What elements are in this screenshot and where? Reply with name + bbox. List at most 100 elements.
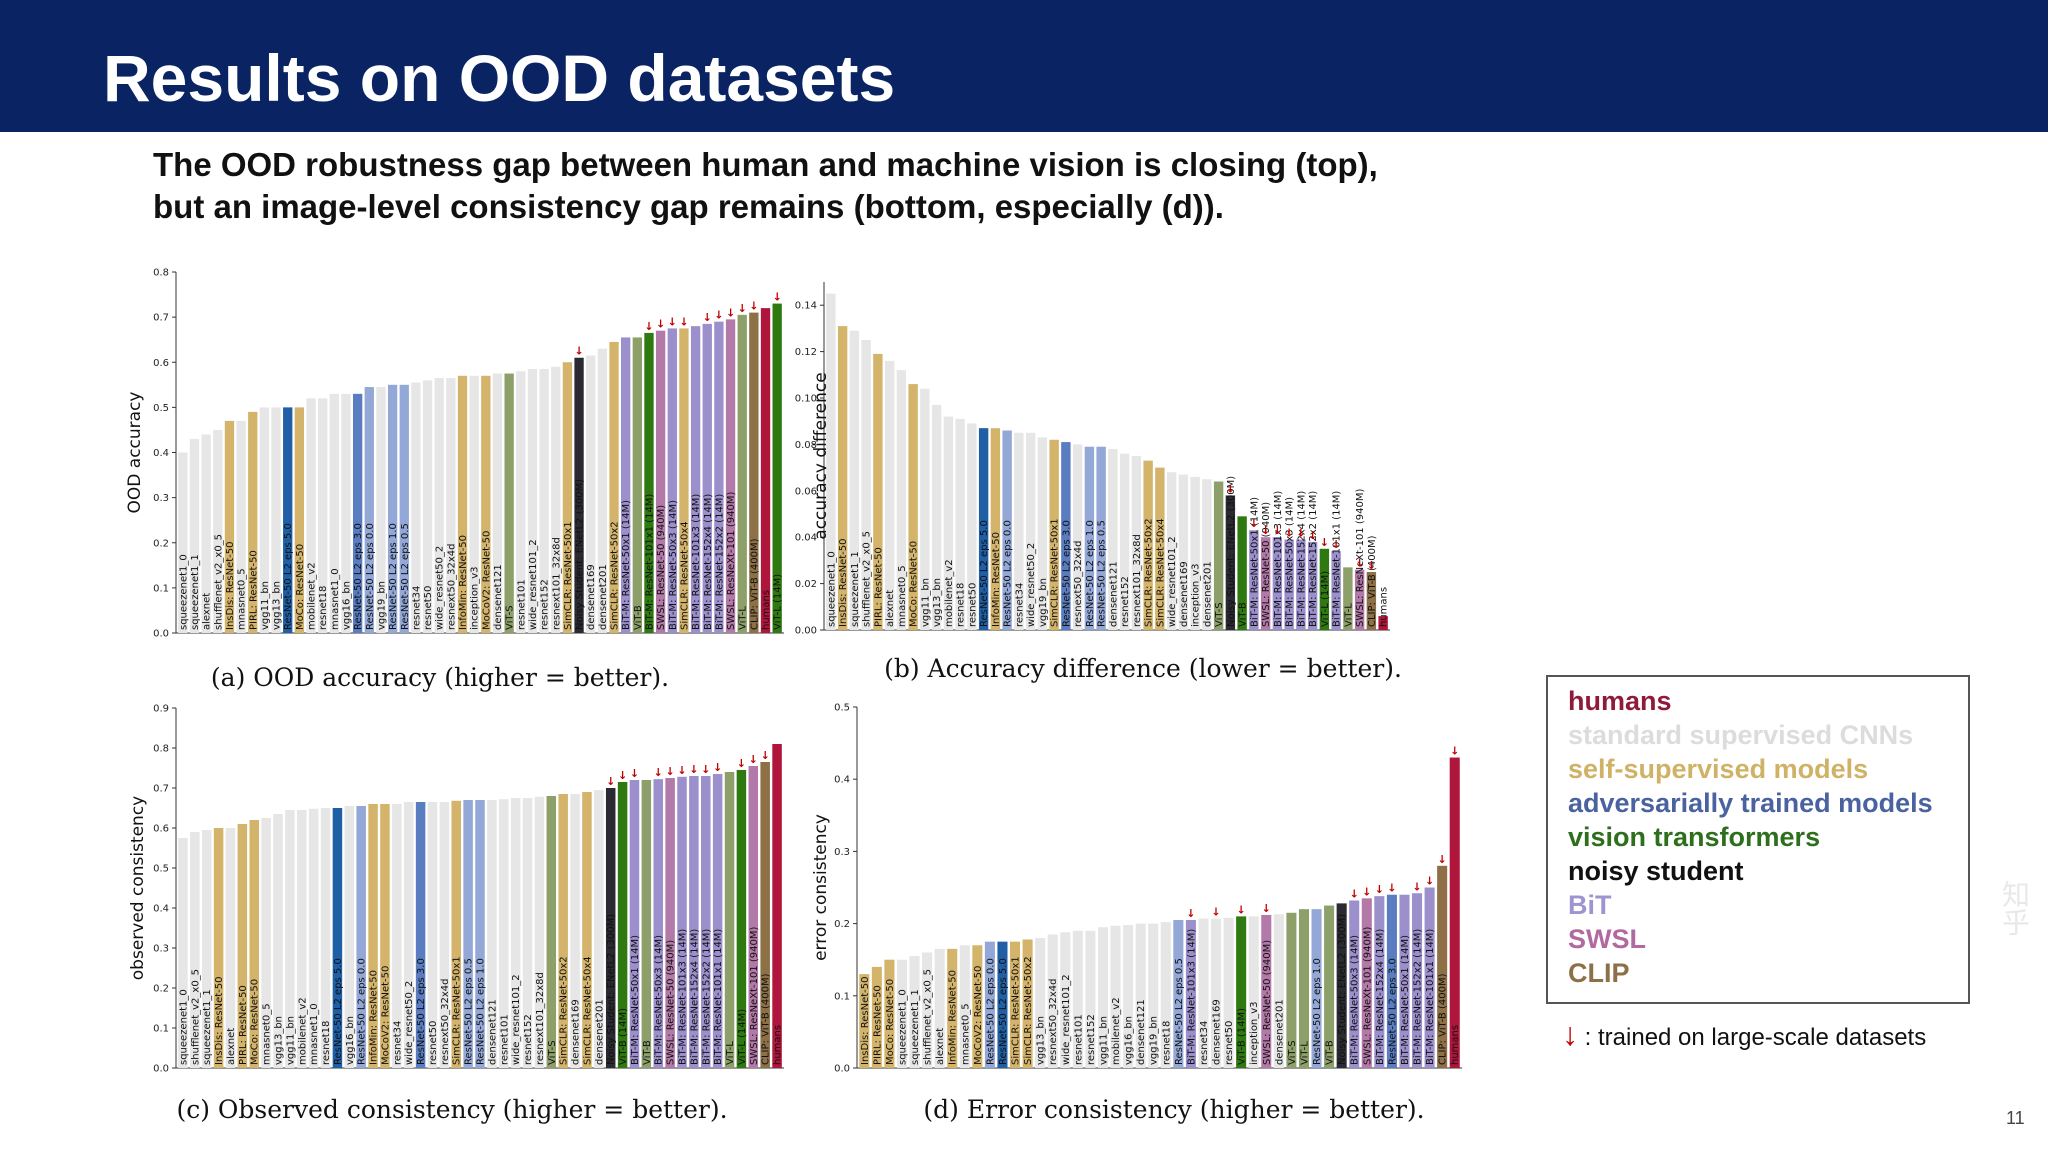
category-label: ViT-L (14M)	[773, 574, 784, 630]
bar	[481, 375, 491, 633]
bar	[605, 788, 616, 1068]
bar	[522, 798, 533, 1068]
bar	[955, 418, 965, 630]
large-scale-arrow-marker: ↓	[738, 302, 747, 315]
bar	[364, 387, 374, 633]
large-scale-arrow-marker: ↓	[606, 775, 615, 788]
category-label: BiT-M: ResNet-50x1 (14M)	[1400, 935, 1411, 1065]
bar	[1378, 616, 1388, 630]
bar	[1248, 916, 1259, 1068]
bar	[760, 308, 771, 633]
category-label: SWSL: ResNeXt-101 (940M)	[749, 927, 760, 1065]
large-scale-arrow-marker: ↓	[654, 766, 663, 779]
bar	[861, 340, 871, 630]
large-scale-arrow-marker: ↓	[773, 291, 782, 304]
category-label: BiT-M: ResNet-152x4 (14M)	[689, 929, 700, 1065]
category-label: CLIP: ViT-B (400M)	[749, 538, 760, 630]
bar	[714, 321, 724, 633]
category-label: wide_resnet101_2	[1167, 536, 1178, 627]
large-scale-arrow-marker: ↓	[618, 769, 627, 782]
large-scale-arrow-marker: ↓	[1367, 559, 1376, 572]
category-label: wide_resnet101_2	[511, 974, 522, 1065]
category-label: densenet169	[571, 999, 582, 1065]
category-label: SimCLR: ResNet-50x1	[1011, 956, 1022, 1065]
category-label: ResNet-50 L2 eps 5.0	[283, 523, 294, 630]
bar	[690, 326, 701, 633]
large-scale-arrow-marker: ↓	[644, 320, 653, 333]
category-label: ViT-S	[505, 605, 516, 630]
bar	[947, 948, 958, 1068]
y-tick-label: 0.9	[153, 704, 169, 715]
category-label: CLIP: ViT-B (400M)	[1367, 535, 1378, 627]
bar	[224, 420, 235, 633]
y-axis-title: error consistency	[811, 814, 831, 961]
legend-item-vision-transformers: vision transformers	[1568, 822, 1821, 852]
category-label: SimCLR: ResNet-50x4	[582, 956, 593, 1065]
category-label: ResNet-50 L2 eps 3.0	[416, 958, 427, 1065]
watermark: 知乎	[1999, 880, 2030, 936]
bar	[451, 800, 461, 1068]
category-label: inception_v3	[470, 566, 481, 630]
y-tick-label: 0.3	[153, 493, 169, 504]
bar	[1119, 453, 1130, 630]
bar	[1399, 894, 1410, 1068]
category-label: resnet50	[1224, 1021, 1235, 1065]
y-tick-label: 0.3	[153, 944, 169, 955]
category-label: mnasnet0_5	[237, 568, 248, 630]
bar	[446, 378, 456, 633]
category-label: ViT-B	[633, 605, 644, 630]
bar	[617, 782, 628, 1068]
category-label: SimCLR: ResNet-50x2	[610, 521, 621, 630]
y-tick-label: 0.14	[795, 301, 817, 312]
large-scale-arrow-marker: ↓	[713, 761, 722, 774]
category-label: SWSL: ResNet-50 (940M)	[1262, 940, 1273, 1065]
category-label: MoCo: ResNet-50	[250, 979, 261, 1065]
bar	[594, 790, 604, 1068]
bar	[1060, 932, 1071, 1068]
category-label: ViT-L (14M)	[737, 1009, 748, 1065]
category-label: resnext101_32x8d	[551, 537, 562, 630]
bar	[1084, 446, 1095, 630]
bar	[597, 348, 608, 633]
bar	[896, 959, 907, 1068]
bar	[1223, 917, 1234, 1068]
bar	[644, 332, 654, 633]
category-label: densenet121	[1136, 999, 1147, 1065]
bar	[1131, 456, 1142, 630]
category-label: alexnet	[202, 593, 213, 630]
y-tick-label: 0.8	[153, 268, 169, 279]
bar	[1349, 900, 1360, 1068]
bar	[1110, 925, 1121, 1068]
category-label: resnext101_32x8d	[1132, 534, 1143, 627]
category-label: ResNet-50 L2 eps 0.0	[985, 958, 996, 1065]
y-tick-label: 0.5	[153, 864, 169, 875]
bar	[1173, 919, 1184, 1068]
bar	[1166, 472, 1177, 630]
bar	[1022, 939, 1033, 1068]
bar	[760, 762, 770, 1068]
bar	[1014, 432, 1024, 630]
bar	[341, 393, 351, 633]
bar	[641, 780, 652, 1068]
category-label: SimCLR: ResNet-50x1	[1050, 518, 1061, 627]
bar	[978, 428, 989, 630]
category-label: vgg19_bn	[376, 581, 387, 630]
legend-note-text: : trained on large-scale datasets	[1584, 1024, 1927, 1051]
bar	[439, 802, 450, 1068]
category-label: ViT-B	[642, 1040, 653, 1065]
bar	[1374, 896, 1385, 1068]
category-label: SimCLR: ResNet-50x4	[1155, 518, 1166, 627]
bar	[499, 799, 509, 1068]
category-label: densenet201	[1202, 561, 1213, 627]
large-scale-arrow-marker: ↓	[1375, 883, 1384, 896]
category-label: resnet101	[1073, 1014, 1084, 1065]
category-label: BiT-M: ResNet-152x2 (14M)	[1413, 929, 1424, 1065]
bar	[667, 328, 677, 633]
y-tick-label: 0.1	[153, 1024, 169, 1035]
category-label: mnasnet1_0	[309, 1003, 320, 1065]
bar	[294, 407, 305, 633]
category-label: BiT-M: ResNet-50x1 (14M)	[621, 500, 632, 630]
category-label: vgg11_bn	[260, 581, 271, 630]
large-scale-arrow-marker: ↓	[630, 767, 639, 780]
category-label: mobilenet_v2	[307, 562, 318, 630]
